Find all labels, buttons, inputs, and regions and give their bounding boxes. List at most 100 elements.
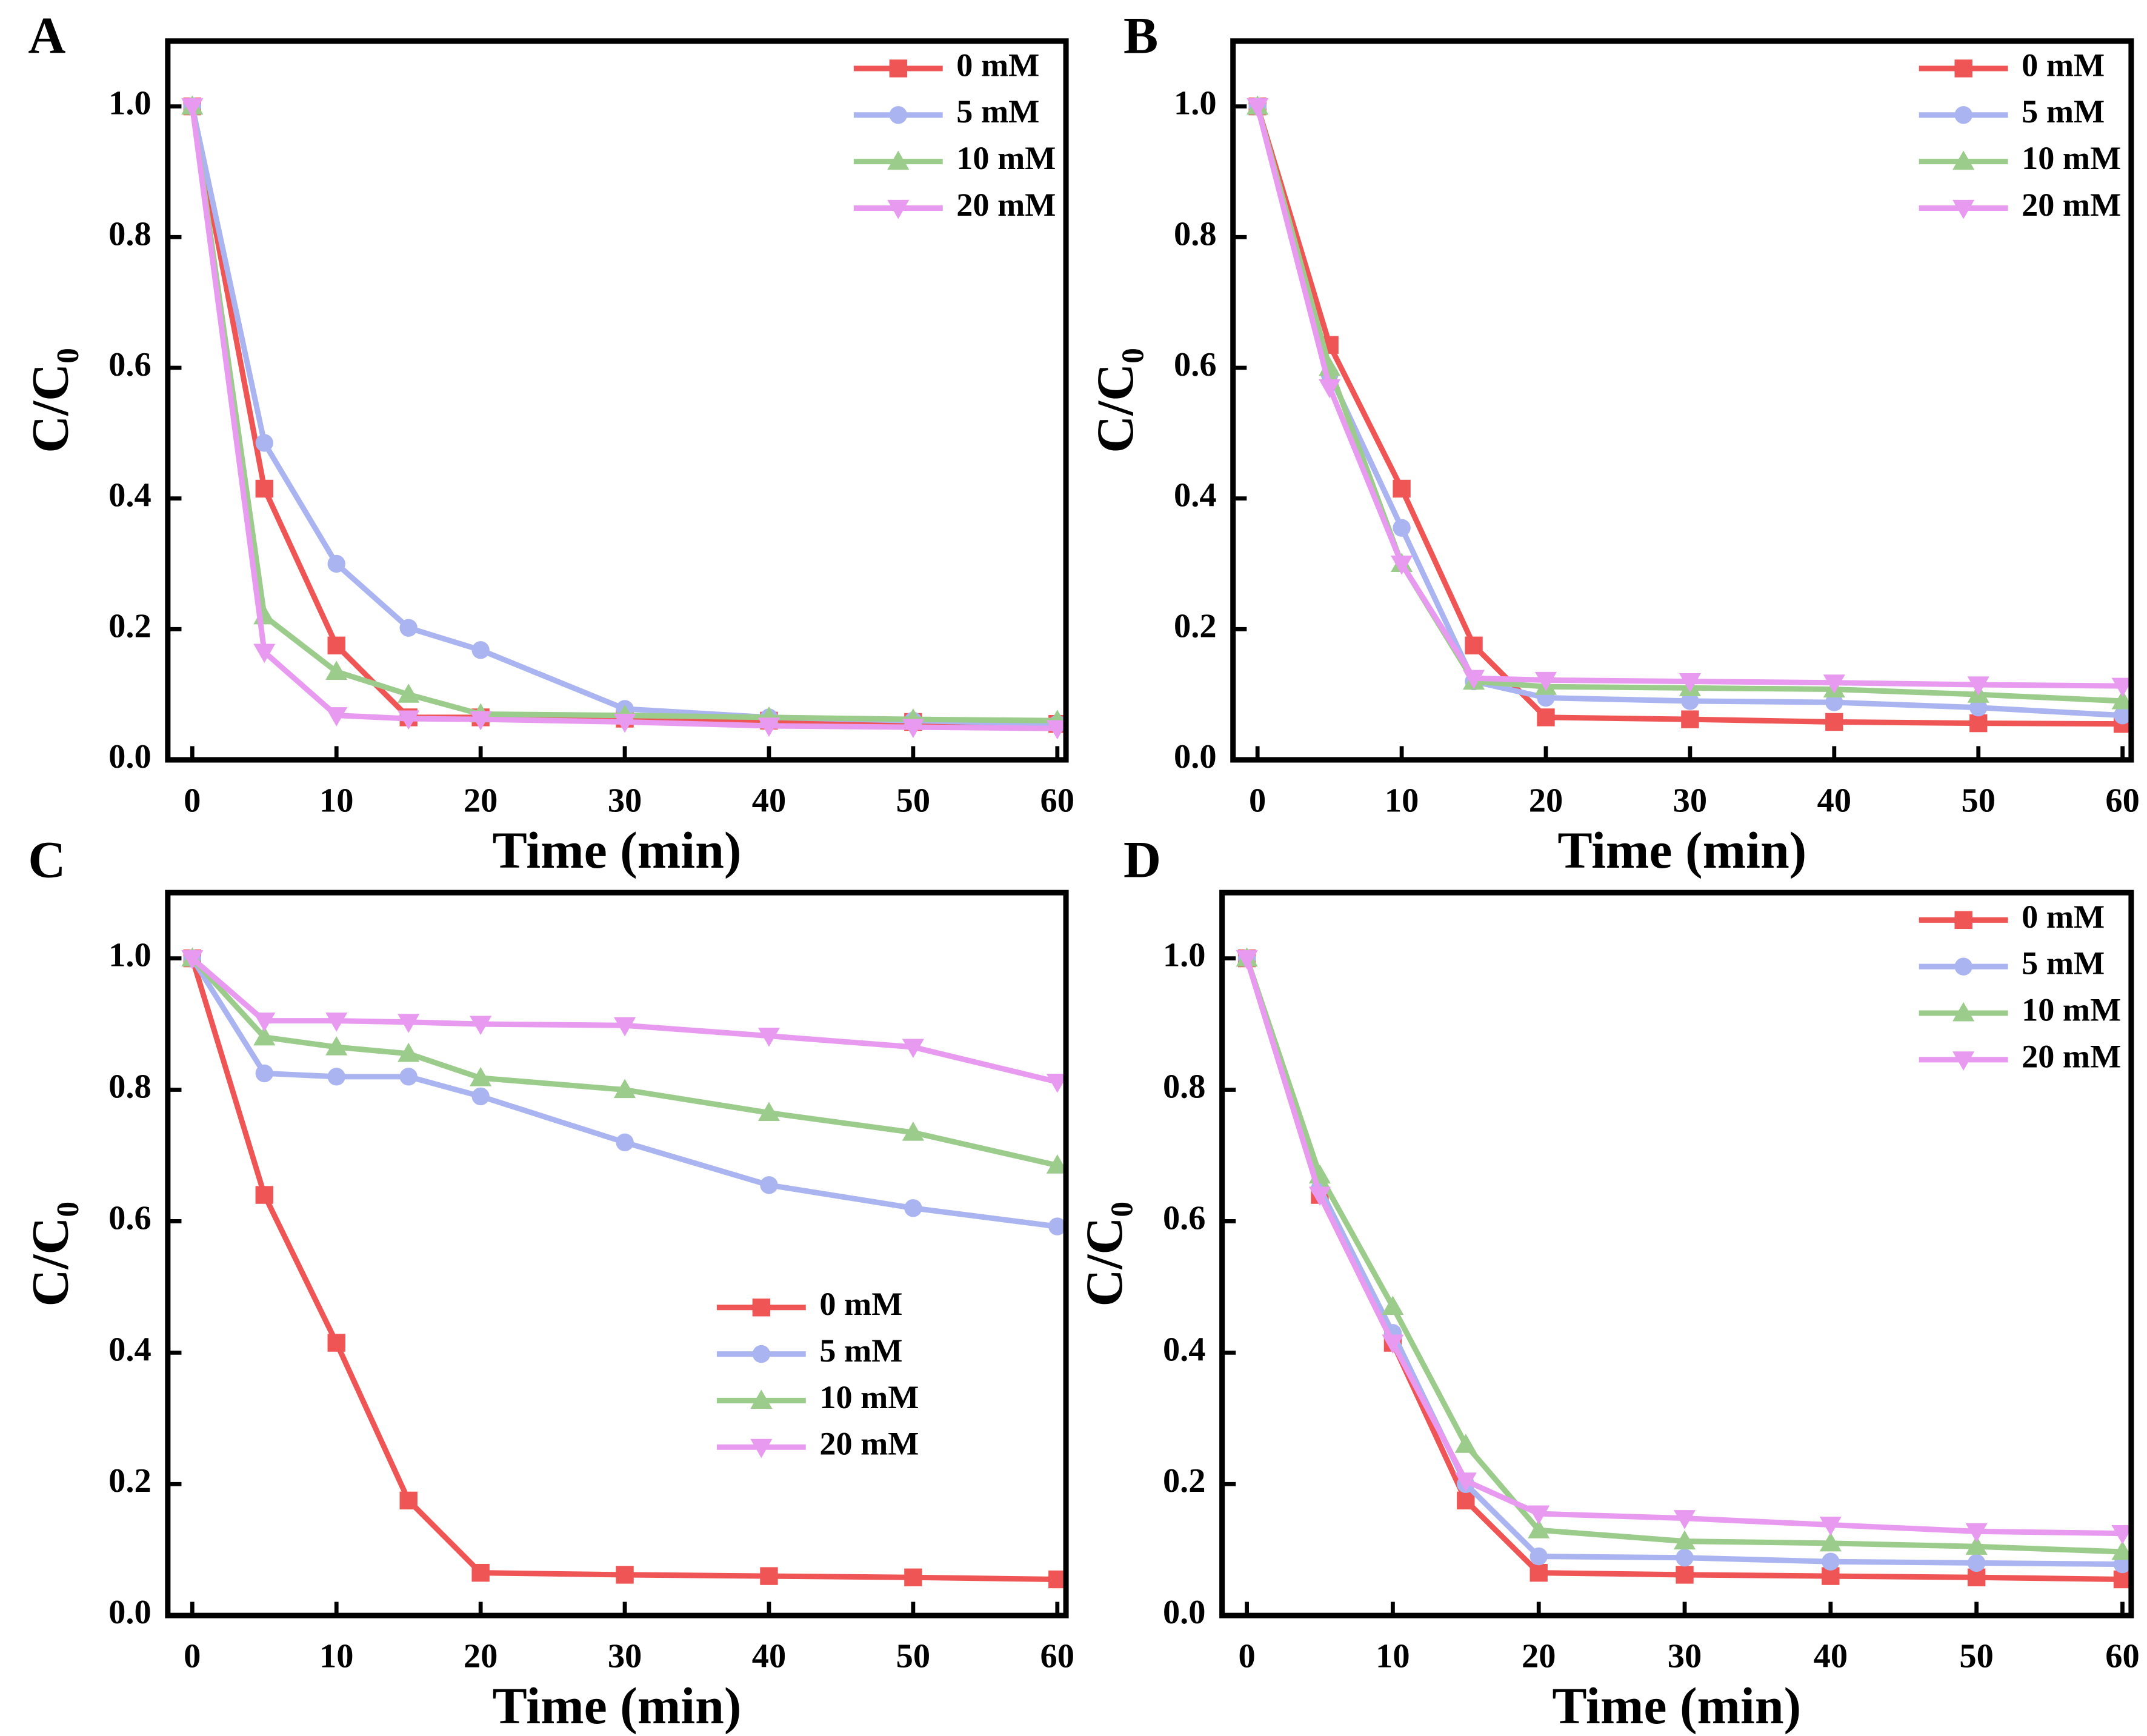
legend-label: 0 mM [819,1286,902,1322]
y-tick-label: 0.4 [1174,477,1217,514]
marker [757,1102,781,1122]
x-tick-label: 30 [608,1637,642,1675]
marker [1534,671,1557,691]
x-tick-label: 0 [184,782,201,819]
x-tick-label: 0 [184,1637,201,1675]
marker [1457,1491,1475,1510]
x-tick-label: 0 [1238,1637,1255,1675]
legend-marker [752,1345,771,1363]
marker [1048,1217,1067,1235]
marker [255,1186,273,1204]
marker [2111,1525,2134,1545]
marker [2111,690,2134,710]
marker [613,1079,636,1099]
marker [1969,714,1988,733]
series-line [1244,957,2123,1583]
series-line [1244,957,2123,1555]
marker [2111,1540,2134,1560]
marker [1673,1510,1696,1529]
marker [471,641,490,659]
x-tick-label: 50 [1962,782,1996,819]
y-tick-label: 0.0 [1163,1594,1206,1631]
marker [1393,519,1411,537]
plot-frame [165,890,1069,1618]
legend-marker [1954,911,1972,930]
y-tick-label: 0.4 [108,477,151,514]
legend-marker [1954,957,1972,976]
legend-label: 10 mM [2022,991,2121,1028]
y-axis-label: C/C₀ [1086,348,1144,453]
marker [398,683,420,703]
x-axis-label: Time (min) [1552,1677,1801,1735]
marker [613,713,636,733]
series-line [1254,105,2123,704]
legend-label: 10 mM [956,140,1056,176]
y-tick-label: 0.2 [108,607,151,645]
marker [1046,720,1068,740]
series-line [189,105,1057,727]
marker [613,1017,636,1037]
legend-marker [889,59,907,78]
legend-label: 5 mM [819,1332,902,1369]
marker [1819,1516,1842,1536]
y-tick-label: 0.0 [1174,738,1217,776]
y-tick-label: 0.4 [1163,1331,1206,1368]
marker [1673,1530,1696,1550]
marker [1393,479,1411,498]
marker [398,1014,420,1033]
marker [1046,1073,1068,1093]
marker [616,1566,634,1584]
legend-label: 20 mM [2022,187,2121,223]
marker [1676,1566,1694,1584]
x-tick-label: 10 [319,1637,353,1675]
marker [327,1068,345,1086]
panel-label: A [28,6,65,64]
y-tick-label: 1.0 [108,85,151,122]
x-tick-label: 20 [1529,782,1563,819]
plot-frame [165,38,1069,763]
marker [325,1013,348,1032]
marker [327,636,345,654]
y-tick-label: 1.0 [108,937,151,974]
marker [327,554,345,573]
x-tick-label: 30 [1668,1637,1702,1675]
legend-marker [750,1389,773,1409]
x-tick-label: 40 [1814,1637,1848,1675]
series-line [1254,105,2123,719]
marker [1247,98,1269,118]
x-tick-label: 40 [1817,782,1851,819]
x-tick-label: 60 [1040,782,1074,819]
marker [760,1176,778,1194]
y-tick-label: 1.0 [1174,85,1217,122]
y-axis-label: C/C₀ [21,348,79,453]
y-tick-label: 1.0 [1163,937,1206,974]
marker [760,1567,778,1585]
marker [398,710,420,730]
marker [181,950,204,969]
marker [398,1042,420,1062]
x-tick-label: 50 [896,782,930,819]
legend-marker [1952,1002,1975,1022]
marker [255,1064,273,1083]
legend-marker [1952,150,1975,170]
x-tick-label: 40 [752,1637,786,1675]
marker [904,1199,922,1217]
legend-label: 20 mM [956,187,1056,223]
legend-label: 20 mM [819,1426,919,1462]
x-axis-label: Time (min) [493,1677,742,1735]
legend-label: 20 mM [2022,1038,2121,1074]
legend-marker [1954,59,1972,78]
y-tick-label: 0.8 [1174,215,1217,253]
marker [1969,699,1988,717]
legend-label: 0 mM [956,47,1039,83]
legend-label: 10 mM [819,1379,919,1415]
x-tick-label: 20 [1522,1637,1556,1675]
marker [902,1121,924,1141]
legend-label: 5 mM [2022,93,2105,130]
marker [1454,1472,1477,1492]
marker [253,1026,276,1046]
marker [1308,1186,1331,1206]
marker [470,1016,492,1036]
marker [616,1133,634,1151]
